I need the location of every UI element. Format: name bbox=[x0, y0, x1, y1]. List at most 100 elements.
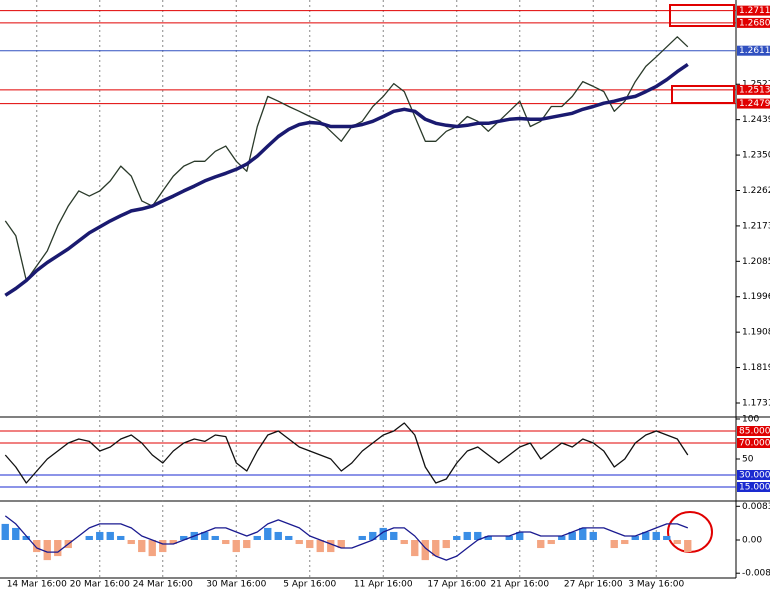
level-box bbox=[669, 4, 735, 27]
histogram-bar bbox=[138, 540, 146, 553]
histogram-bar bbox=[358, 535, 366, 540]
histogram-bar bbox=[106, 531, 114, 540]
histogram-bar bbox=[169, 540, 177, 545]
level-label-box bbox=[737, 482, 770, 492]
histogram-bar bbox=[222, 540, 230, 545]
level-label: 1.26808 bbox=[739, 18, 770, 28]
level-box bbox=[671, 85, 735, 104]
x-tick-label: 14 Mar 16:00 bbox=[7, 580, 67, 590]
histogram-bar bbox=[631, 535, 639, 540]
level-label-box bbox=[737, 438, 770, 448]
histogram-bar bbox=[243, 540, 251, 549]
histogram-bar bbox=[411, 540, 419, 557]
histogram-bar bbox=[33, 540, 41, 553]
series-line bbox=[4, 62, 689, 297]
x-tick-label: 21 Apr 16:00 bbox=[490, 580, 549, 590]
y-tick-label: 1.24390 bbox=[742, 115, 770, 125]
histogram-bar bbox=[96, 531, 104, 540]
histogram-bar bbox=[117, 535, 125, 540]
histogram-bar bbox=[85, 535, 93, 540]
histogram-bar bbox=[516, 531, 524, 540]
histogram-bar bbox=[579, 527, 587, 540]
histogram-bar bbox=[442, 540, 450, 549]
histogram-bar bbox=[316, 540, 324, 553]
histogram-bar bbox=[264, 527, 272, 540]
x-tick-label: 30 Mar 16:00 bbox=[206, 580, 266, 590]
histogram-bar bbox=[642, 531, 650, 540]
histogram-bar bbox=[400, 540, 408, 545]
histogram-bar bbox=[306, 540, 314, 549]
histogram-bar bbox=[274, 531, 282, 540]
y-tick-label: 1.25275 bbox=[742, 80, 770, 90]
y-tick-label: 1.20850 bbox=[742, 257, 770, 267]
histogram-bar bbox=[211, 535, 219, 540]
level-label-box bbox=[737, 5, 770, 16]
level-label: 1.27114 bbox=[739, 6, 770, 16]
level-label-box bbox=[737, 426, 770, 436]
y-tick-label: 1.21735 bbox=[742, 221, 770, 231]
x-tick-label: 5 Apr 16:00 bbox=[283, 580, 336, 590]
level-label: 1.25134 bbox=[739, 85, 770, 95]
histogram-bar bbox=[127, 540, 135, 545]
x-tick-label: 27 Apr 16:00 bbox=[564, 580, 623, 590]
histogram-bar bbox=[232, 540, 240, 553]
x-tick-label: 3 May 16:00 bbox=[628, 580, 684, 590]
series-line bbox=[4, 515, 689, 561]
y-tick-label: 1.17310 bbox=[742, 398, 770, 408]
histogram-bar bbox=[12, 527, 20, 540]
level-label: 1.26113 bbox=[739, 46, 770, 56]
histogram-bar bbox=[453, 535, 461, 540]
histogram-bar bbox=[558, 535, 566, 540]
histogram-bar bbox=[673, 540, 681, 545]
level-label-box bbox=[737, 98, 770, 109]
y-tick-label: 100 bbox=[742, 415, 759, 425]
level-label-box bbox=[737, 45, 770, 56]
histogram-bar bbox=[22, 535, 30, 540]
histogram-bar bbox=[337, 540, 345, 549]
histogram-bar bbox=[295, 540, 303, 545]
histogram-bar bbox=[201, 531, 209, 540]
y-tick-label: 1.18195 bbox=[742, 363, 770, 373]
histogram-bar bbox=[421, 540, 429, 561]
x-tick-label: 17 Apr 16:00 bbox=[427, 580, 486, 590]
histogram-bar bbox=[159, 540, 167, 553]
x-tick-label: 20 Mar 16:00 bbox=[70, 580, 130, 590]
y-tick-label: 0.00 bbox=[742, 536, 762, 546]
histogram-bar bbox=[505, 535, 513, 540]
histogram-bar bbox=[547, 540, 555, 545]
histogram-bar bbox=[43, 540, 51, 561]
y-tick-label: 1.19965 bbox=[742, 292, 770, 302]
x-tick-label: 24 Mar 16:00 bbox=[133, 580, 193, 590]
histogram-bar bbox=[432, 540, 440, 557]
histogram-bar bbox=[484, 535, 492, 540]
y-tick-label: 1.22620 bbox=[742, 186, 770, 196]
histogram-bar bbox=[253, 535, 261, 540]
histogram-bar bbox=[663, 535, 671, 540]
histogram-bar bbox=[327, 540, 335, 553]
histogram-bar bbox=[621, 540, 629, 545]
series-line bbox=[4, 36, 689, 282]
histogram-bar bbox=[369, 531, 377, 540]
histogram-bar bbox=[285, 535, 293, 540]
histogram-bar bbox=[463, 531, 471, 540]
level-label-box bbox=[737, 17, 770, 28]
histogram-bar bbox=[589, 531, 597, 540]
histogram-bar bbox=[1, 523, 9, 540]
y-tick-label: 1.19080 bbox=[742, 328, 770, 338]
level-label-box bbox=[737, 470, 770, 480]
histogram-bar bbox=[390, 531, 398, 540]
histogram-bar bbox=[148, 540, 156, 557]
histogram-bar bbox=[652, 531, 660, 540]
y-tick-label: -0.0082571 bbox=[742, 569, 770, 579]
series-line bbox=[4, 422, 689, 484]
level-label: 1.24792 bbox=[739, 99, 770, 109]
y-tick-label: 50 bbox=[742, 455, 754, 465]
histogram-bar bbox=[54, 540, 62, 557]
histogram-bar bbox=[474, 531, 482, 540]
histogram-bar bbox=[537, 540, 545, 549]
